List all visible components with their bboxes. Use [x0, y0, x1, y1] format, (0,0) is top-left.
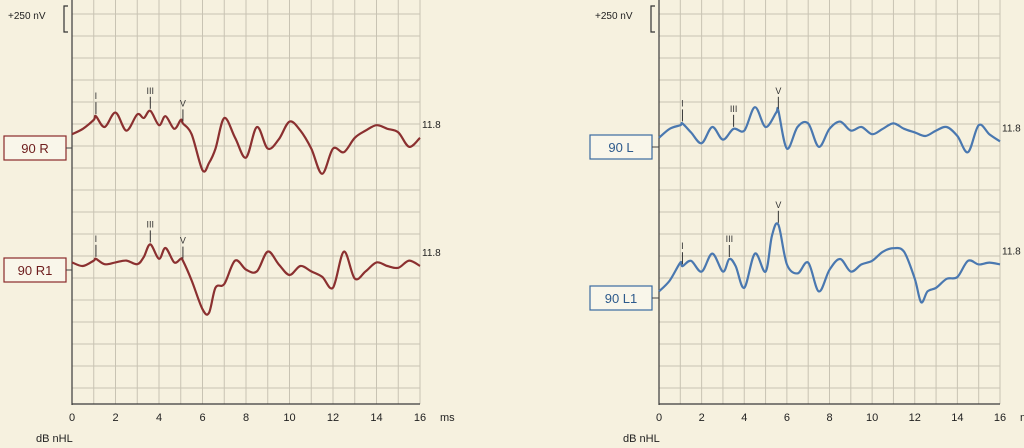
scale-bracket [650, 5, 655, 33]
x-axis-label: ms [1020, 412, 1024, 424]
peak-label: III [147, 219, 155, 229]
waveform-90-r [71, 109, 421, 175]
x-axis-label: ms [440, 412, 455, 424]
x-axis-sublabel: dB nHL [36, 433, 73, 445]
x-tick-label: 0 [69, 412, 75, 424]
series-end-label: 11.8 [1002, 123, 1021, 134]
x-tick-label: 6 [199, 412, 205, 424]
waveform-90-l [658, 106, 1001, 154]
x-tick-label: 0 [656, 412, 662, 424]
grid [71, 0, 421, 404]
x-tick-label: 8 [826, 412, 832, 424]
x-tick-label: 14 [951, 412, 963, 424]
waveform-90-r1 [71, 243, 421, 316]
peak-label: V [180, 236, 186, 246]
series-name-label: 90 R1 [18, 263, 53, 278]
series-end-label: 11.8 [422, 248, 441, 259]
peak-label: III [147, 86, 155, 96]
x-tick-label: 6 [784, 412, 790, 424]
series-name-label: 90 R [21, 141, 48, 156]
series-end-label: 11.8 [422, 120, 441, 131]
x-tick-label: 12 [327, 412, 339, 424]
x-tick-label: 2 [112, 412, 118, 424]
x-tick-label: 4 [156, 412, 162, 424]
scale-bracket [63, 5, 68, 33]
series-name-box [589, 134, 653, 160]
peak-label: I [681, 98, 684, 108]
peak-label: V [180, 98, 186, 108]
series-name-label: 90 L [608, 140, 633, 155]
x-tick-label: 4 [741, 412, 747, 424]
x-tick-label: 10 [866, 412, 878, 424]
x-tick-label: 2 [699, 412, 705, 424]
x-tick-label: 8 [243, 412, 249, 424]
peak-label: V [775, 200, 781, 210]
peak-label: V [775, 86, 781, 96]
peak-label: III [726, 234, 734, 244]
peak-label: I [95, 234, 98, 244]
waveform-90-l1 [658, 222, 1001, 304]
scale-label: +250 nV [595, 11, 633, 22]
x-axis-sublabel: dB nHL [623, 433, 660, 445]
series-name-box [3, 135, 67, 161]
x-tick-label: 10 [283, 412, 295, 424]
x-tick-label: 16 [414, 412, 426, 424]
peak-label: III [730, 104, 738, 114]
x-tick-label: 12 [909, 412, 921, 424]
peak-label: I [681, 241, 684, 251]
peak-label: I [95, 91, 98, 101]
series-name-label: 90 L1 [605, 291, 638, 306]
series-end-label: 11.8 [1002, 246, 1021, 257]
grid [658, 0, 1001, 404]
series-name-box [3, 257, 67, 283]
x-tick-label: 16 [994, 412, 1006, 424]
scale-label: +250 nV [8, 11, 46, 22]
x-tick-label: 14 [370, 412, 382, 424]
